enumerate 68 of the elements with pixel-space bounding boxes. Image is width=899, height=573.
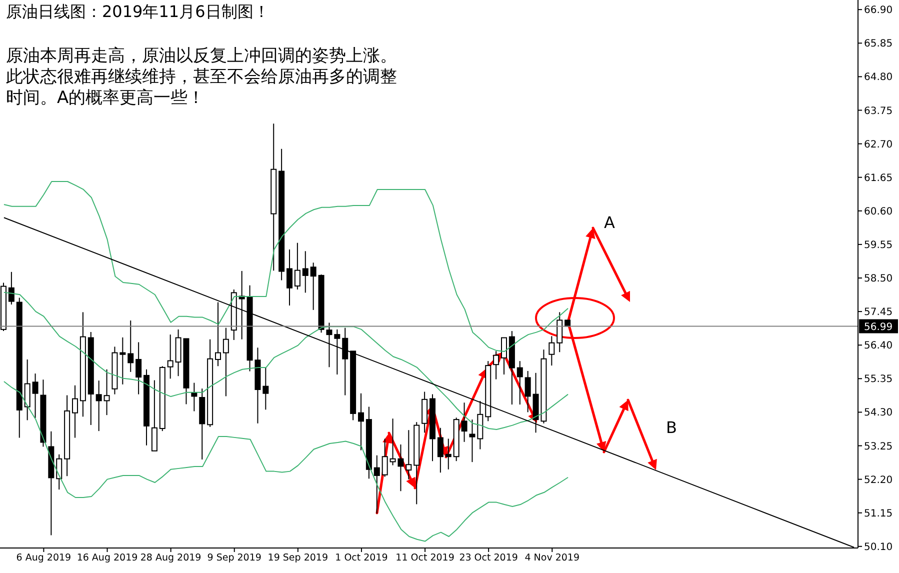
candlestick [167,334,174,380]
candlestick [445,438,452,470]
chart-title: 原油日线图：2019年11月6日制图！ [6,2,270,23]
candlestick [72,384,78,438]
candlestick [136,342,142,395]
ref-line-label: 56.99 [864,322,893,334]
x-tick-label: 1 Oct 2019 [335,552,388,564]
candlestick [437,427,444,474]
candlestick [302,250,308,294]
y-tick-label: 51.15 [864,508,893,520]
candlestick [422,391,428,434]
annotation: A [604,213,615,232]
x-tick-label: 28 Aug 2019 [140,552,202,564]
candlestick [286,249,292,306]
candlestick [406,430,412,480]
candlestick [493,350,500,380]
y-tick-label: 64.80 [864,72,893,84]
y-tick-label: 60.60 [864,206,893,218]
candlestick [342,327,348,396]
annotation: B [666,418,677,437]
candlestick [556,312,563,353]
y-tick-label: 63.75 [864,106,893,117]
candlestick [501,337,507,375]
y-tick-label: 52.20 [864,474,893,486]
x-tick-label: 6 Aug 2019 [16,552,72,564]
y-tick-label: 59.55 [864,240,893,251]
y-tick-label: 53.25 [864,441,893,452]
candlestick [469,419,476,463]
x-tick-label: 4 Nov 2019 [524,552,580,564]
y-tick-label: 55.35 [864,374,893,386]
y-tick-label: 56.40 [864,340,893,352]
candlestick [548,336,555,366]
y-tick-label: 65.85 [864,38,893,50]
y-tick-label: 66.90 [864,5,893,16]
candlestick [358,392,364,451]
candlestick [32,373,38,418]
x-tick-label: 19 Sep 2019 [268,552,328,564]
candlestick [128,320,134,372]
y-tick-label: 57.45 [864,307,893,318]
candlestick [151,380,158,452]
y-tick-label: 50.10 [864,542,893,553]
text: 原油本周再走高，原油以反复上冲回调的姿势上涨。此状态很难再继续维持，甚至不会给原油再多的调整时间。A的概率更高一些！ [6,46,398,109]
candlestick [96,380,102,432]
candlestick [56,454,62,490]
y-tick-label: 62.70 [864,139,893,150]
candlestick [524,370,531,413]
candlestick [262,367,269,410]
candlestick [8,271,14,306]
candlestick [516,360,523,406]
candlestick [104,368,110,416]
candlestick [120,336,126,385]
x-tick-label: 11 Oct 2019 [396,552,454,564]
candlestick [222,327,229,397]
y-tick-label: 61.65 [864,172,893,184]
x-tick-label: 16 Aug 2019 [76,552,138,564]
candlestick [24,358,30,421]
x-tick-label: 9 Sep 2019 [207,552,262,564]
candlestick [334,328,340,375]
candlestick [310,262,316,310]
x-tick-label: 23 Oct 2019 [459,552,518,564]
candlestick [382,438,388,478]
y-tick-label: 54.30 [864,408,893,419]
candlestick [294,242,300,290]
y-tick-label: 58.50 [864,274,893,285]
candlestick [215,302,221,367]
line-series [3,381,569,542]
candlestick [374,454,380,514]
candlestick [461,402,468,442]
